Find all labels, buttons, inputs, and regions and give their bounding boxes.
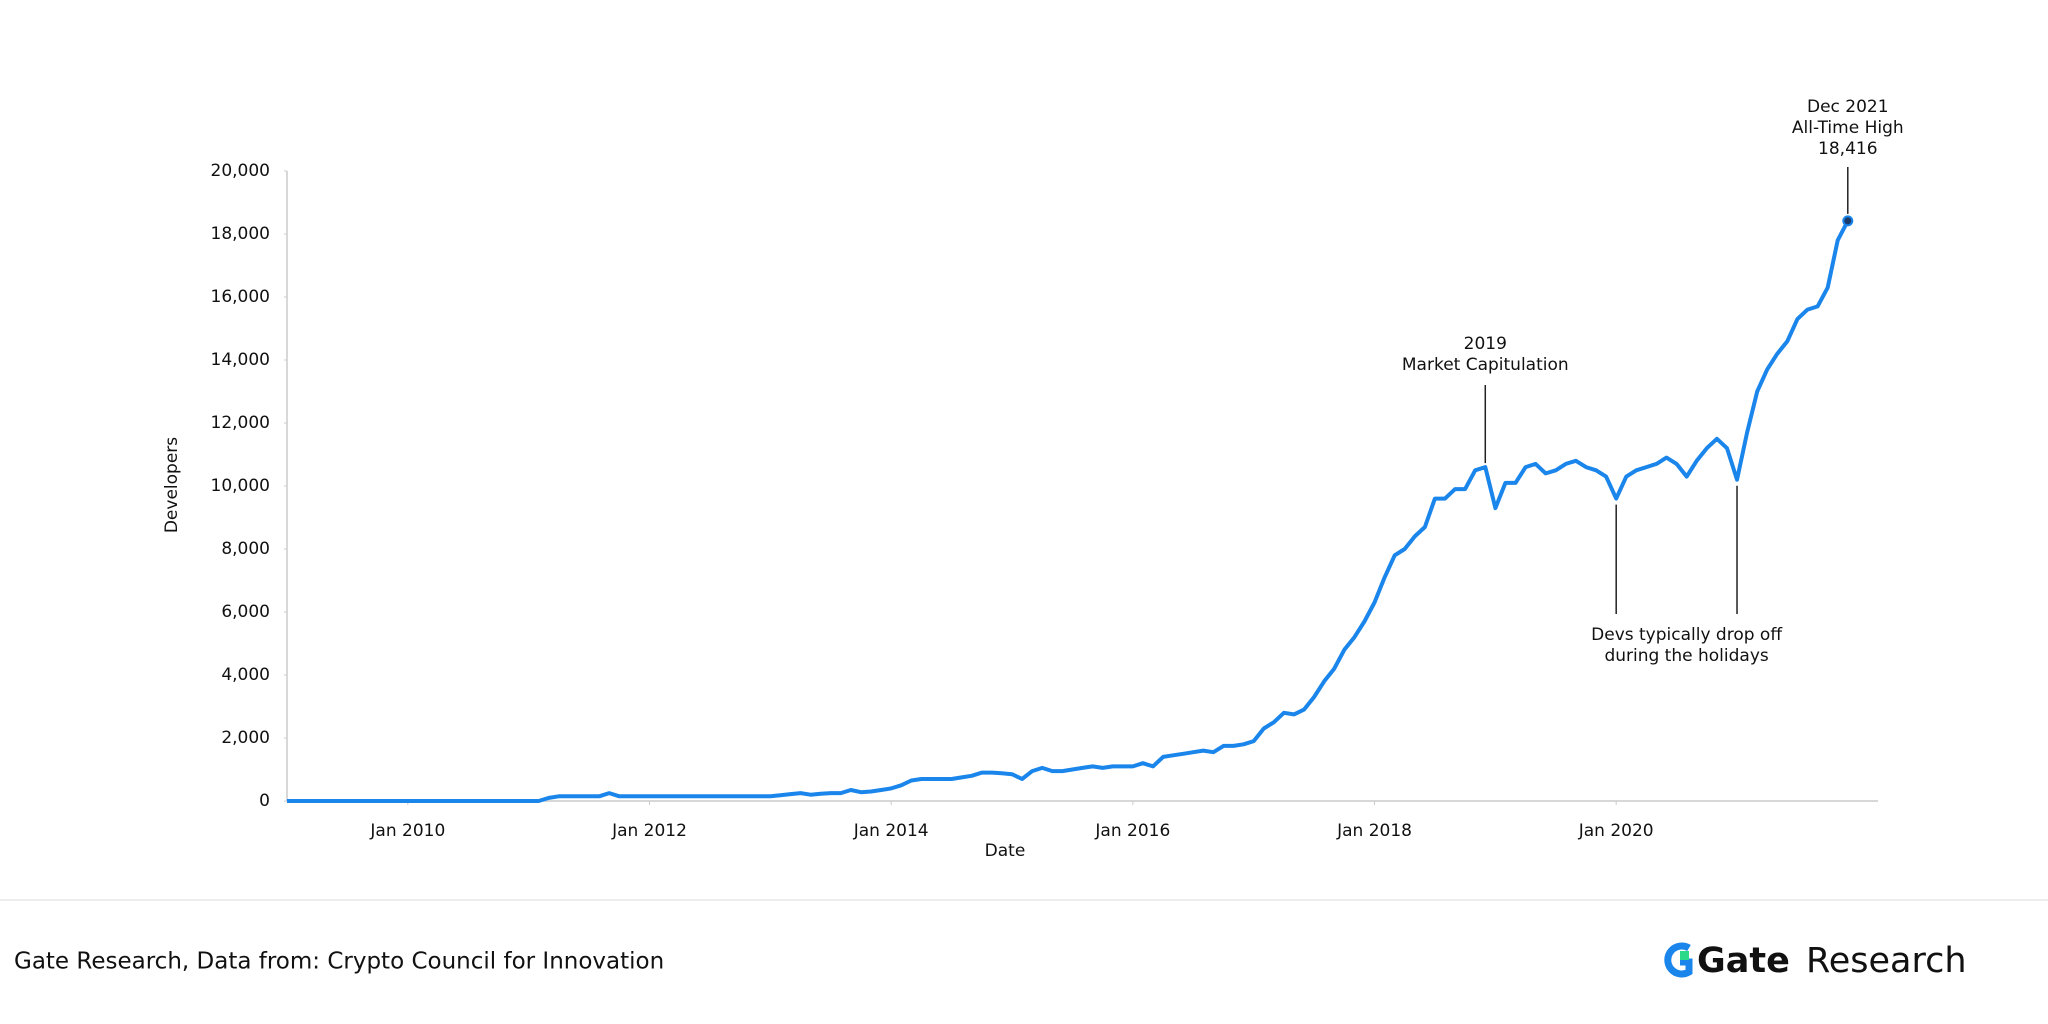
x-tick-label: Jan 2020 (1578, 821, 1654, 841)
y-tick-label: 20,000 (211, 161, 270, 181)
y-tick-label: 18,000 (211, 224, 270, 244)
annotation-text: Devs typically drop off (1591, 625, 1783, 645)
y-axis-label: Developers (162, 437, 182, 533)
line (287, 219, 1850, 803)
y-tick-label: 0 (259, 791, 270, 811)
logo-icon-accent (1680, 951, 1689, 960)
annotation-text: 2019 (1464, 334, 1507, 354)
annotation-text: Dec 2021 (1807, 97, 1889, 117)
footer-source: Gate Research, Data from: Crypto Council… (14, 949, 664, 975)
logo: Gate Research (1664, 941, 1967, 981)
y-tick-label: 16,000 (211, 287, 270, 307)
x-tick-label: Jan 2014 (853, 821, 929, 841)
y-tick-label: 12,000 (211, 413, 270, 433)
x-tick-label: Jan 2018 (1336, 821, 1412, 841)
logo-light: Research (1806, 941, 1967, 981)
y-tick-label: 10,000 (211, 476, 270, 496)
x-tick-label: Jan 2016 (1094, 821, 1170, 841)
logo-icon (1664, 942, 1693, 978)
x-axis-label: Date (985, 841, 1026, 861)
y-tick-label: 4,000 (221, 665, 270, 685)
ath-marker (1842, 215, 1854, 227)
x-tick-label: Jan 2010 (369, 821, 445, 841)
y-tick-label: 14,000 (211, 350, 270, 370)
annotation-text: 18,416 (1818, 139, 1877, 159)
x-tick-label: Jan 2012 (611, 821, 687, 841)
logo-bold: Gate (1697, 941, 1790, 981)
y-tick-label: 2,000 (221, 728, 270, 748)
y-tick-label: 8,000 (221, 539, 270, 559)
y-tick-label: 6,000 (221, 602, 270, 622)
annotation-text: All-Time High (1792, 118, 1904, 138)
annotation-text: Market Capitulation (1402, 355, 1569, 375)
annotation-text: during the holidays (1604, 646, 1768, 666)
